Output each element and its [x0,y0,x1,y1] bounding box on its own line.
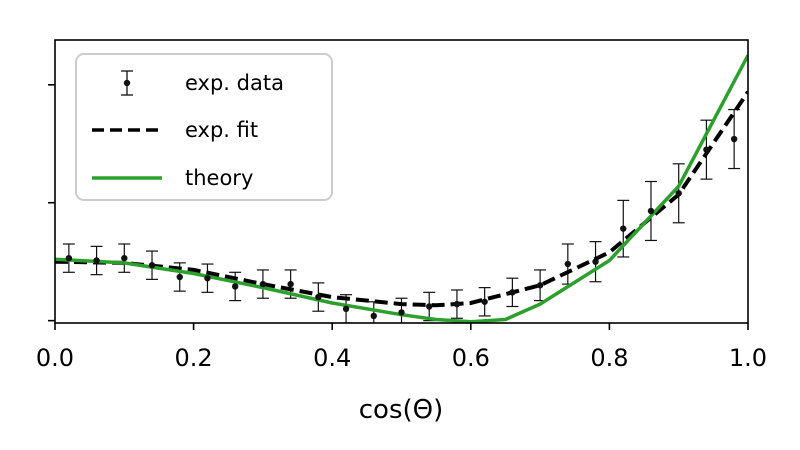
y-axis [48,84,55,322]
x-tick-label: 0.8 [590,344,628,372]
data-marker [148,262,156,269]
legend-box [75,53,333,201]
data-marker [315,293,322,301]
data-marker [287,280,294,288]
x-tick-label: 0.4 [313,344,351,372]
x-tick-label: 0.2 [175,344,213,372]
data-marker [93,257,100,264]
data-marker [481,298,488,305]
data-marker [675,190,682,197]
legend-label-exp-data: exp. data [185,71,284,95]
data-marker [509,289,516,296]
x-tick-label: 0.0 [36,344,74,372]
x-tick-label: 0.6 [452,344,490,372]
exp-fit-line [55,90,748,308]
plot-frame [54,39,749,324]
data-marker [536,282,544,289]
x-tick-label: 1.0 [729,344,767,372]
data-marker [620,225,627,232]
data-marker [121,254,128,262]
data-marker [703,146,710,153]
data-marker [259,280,267,288]
data-marker [647,207,655,215]
data-marker [342,305,350,313]
data-marker [204,274,211,282]
data-marker [176,273,183,281]
data-marker [426,303,433,310]
x-axis-label: cos(Θ) [359,395,444,425]
data-marker [730,135,738,143]
data-marker [453,300,461,308]
data-marker [564,260,572,268]
data-marker [592,258,599,265]
data-marker [231,283,239,290]
data-marker [370,312,377,320]
x-axis: 0.0 0.2 0.4 0.6 0.8 1.0 [36,323,767,372]
data-marker [398,309,405,316]
legend-label-theory: theory [185,166,253,190]
legend-marker-exp-data [121,70,133,96]
theory-line [55,54,748,323]
data-marker [65,254,73,262]
legend-label-exp-fit: exp. fit [185,118,258,142]
series-layer [55,54,748,323]
legend: exp. data exp. fit theory [75,53,333,201]
